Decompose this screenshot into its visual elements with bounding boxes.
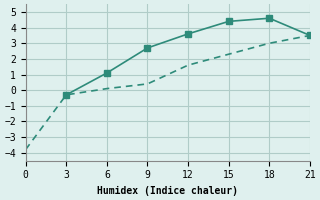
X-axis label: Humidex (Indice chaleur): Humidex (Indice chaleur)	[97, 186, 238, 196]
